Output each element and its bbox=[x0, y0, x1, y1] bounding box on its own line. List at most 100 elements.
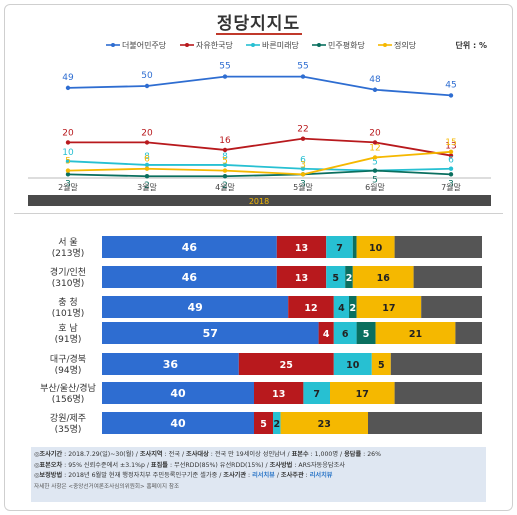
bar-4-2 bbox=[333, 353, 372, 375]
notes-key: 표집틀 bbox=[150, 461, 168, 469]
bar-3-2 bbox=[333, 322, 357, 344]
bar-4-1 bbox=[238, 353, 334, 375]
notes-key: 응답률 bbox=[344, 451, 362, 458]
data-label-0-4: 48 bbox=[369, 75, 381, 85]
notes-text: : 95% 신뢰수준에서 ±3.1%p / bbox=[62, 461, 151, 469]
survey-notes: ◎조사기간 : 2018.7.29(일)~30(월) / 조사지역 : 전국 /… bbox=[31, 447, 486, 502]
data-label-2-2: 8 bbox=[222, 152, 228, 162]
bar-6-0 bbox=[102, 412, 254, 434]
notes-text: : ARS자동응답조사 bbox=[292, 461, 345, 469]
category-name-4: 대구/경북 bbox=[50, 353, 86, 365]
series-point-1-5 bbox=[448, 153, 454, 158]
series-point-4-3 bbox=[300, 172, 306, 177]
notes-text: ◎ bbox=[34, 451, 40, 458]
data-label-0-2: 55 bbox=[219, 62, 230, 72]
category-name-5: 부산/울산/경남 bbox=[40, 382, 96, 394]
series-point-4-5 bbox=[448, 149, 454, 154]
bar-label-5-2: 7 bbox=[313, 389, 320, 400]
series-point-1-1 bbox=[144, 140, 150, 145]
x-tick-label-1: 3월말 bbox=[137, 182, 157, 192]
notes-key: 조사주관 bbox=[280, 472, 304, 479]
series-point-3-0 bbox=[65, 172, 71, 177]
bar-1-2 bbox=[326, 266, 346, 288]
series-point-1-3 bbox=[300, 136, 306, 141]
x-tick-label-4: 6월말 bbox=[365, 182, 385, 192]
page-title: 정당지지도 bbox=[216, 14, 301, 34]
bar-1-0 bbox=[102, 266, 277, 288]
series-line-4 bbox=[67, 150, 452, 176]
series-point-4-0 bbox=[65, 168, 71, 173]
notes-line-2: ◎표본오차 : 95% 신뢰수준에서 ±3.1%p / 표집틀 : 무선RDD(… bbox=[34, 461, 486, 472]
bar-3-0 bbox=[102, 322, 319, 344]
series-line-1 bbox=[68, 137, 452, 157]
legend-marker-2 bbox=[251, 43, 255, 47]
bar-3-4 bbox=[375, 322, 456, 344]
data-label-1-2: 16 bbox=[219, 136, 231, 146]
notes-org: 리서치뷰 bbox=[252, 472, 275, 479]
category-n-2: (101명) bbox=[52, 308, 84, 319]
series-point-1-2 bbox=[222, 147, 228, 153]
bar-5-4 bbox=[330, 382, 395, 404]
data-label-0-0: 49 bbox=[62, 73, 74, 83]
legend-marker-3 bbox=[317, 43, 321, 47]
series-point-0-5 bbox=[448, 93, 454, 98]
bar-0-3 bbox=[352, 236, 357, 258]
notes-key: 표본수 bbox=[291, 451, 309, 458]
bar-4-0 bbox=[102, 353, 239, 375]
series-point-3-4 bbox=[372, 168, 378, 173]
legend-label-1: 자유한국당 bbox=[196, 40, 233, 50]
series-point-3-2 bbox=[222, 174, 228, 179]
bar-label-6-0: 40 bbox=[170, 417, 186, 430]
category-n-1: (310명) bbox=[52, 278, 84, 289]
x-tick-label-0: 2월말 bbox=[58, 182, 78, 192]
x-tick-label-3: 5월말 bbox=[293, 182, 313, 192]
data-label-4-5: 15 bbox=[445, 138, 456, 148]
x-tick-label-5: 7월말 bbox=[441, 182, 461, 192]
x-tick-label-2: 4월말 bbox=[215, 182, 235, 192]
category-name-0: 서 울 bbox=[58, 237, 77, 248]
series-line-2 bbox=[67, 160, 452, 172]
title-underline bbox=[216, 33, 302, 35]
section-divider bbox=[14, 213, 503, 214]
notes-line-4: 자세한 사항은 <중앙선거여론조사심의위원회> 홈페이지 참조 bbox=[34, 482, 486, 493]
data-label-3-3: 3 bbox=[300, 179, 306, 189]
category-n-4: (94명) bbox=[55, 365, 82, 376]
series-point-0-1 bbox=[144, 83, 150, 89]
category-n-6: (35명) bbox=[55, 424, 82, 435]
bar-label-1-0: 46 bbox=[182, 271, 198, 284]
notes-footnote: 자세한 사항은 <중앙선거여론조사심의위원회> 홈페이지 참조 bbox=[34, 483, 180, 490]
bar-0-0 bbox=[102, 236, 277, 258]
data-label-3-1: 2 bbox=[144, 181, 150, 191]
bar-5-1 bbox=[254, 382, 304, 404]
notes-key: 조사기간 bbox=[39, 451, 63, 458]
year-band bbox=[28, 195, 491, 206]
data-label-4-4: 12 bbox=[369, 143, 380, 153]
category-n-5: (156명) bbox=[52, 394, 84, 405]
series-line-0 bbox=[67, 75, 452, 97]
bar-0-4 bbox=[356, 236, 395, 258]
data-label-2-4: 5 bbox=[372, 158, 378, 168]
series-point-4-1 bbox=[144, 166, 150, 171]
bar-5-2 bbox=[303, 382, 330, 404]
notes-org: 리서치뷰 bbox=[309, 472, 333, 479]
bar-3-5 bbox=[455, 322, 482, 344]
category-name-3: 호 남 bbox=[58, 323, 77, 334]
series-point-0-3 bbox=[300, 74, 306, 79]
category-name-2: 충 청 bbox=[58, 297, 77, 308]
category-n-3: (91명) bbox=[55, 334, 82, 345]
series-point-0-4 bbox=[372, 87, 378, 92]
bar-label-4-4: 5 bbox=[378, 360, 385, 371]
data-label-1-0: 20 bbox=[62, 128, 74, 138]
series-point-4-4 bbox=[372, 155, 378, 160]
bar-label-6-2: 2 bbox=[273, 419, 280, 430]
bar-3-1 bbox=[318, 322, 334, 344]
bar-2-2 bbox=[333, 296, 349, 318]
bar-6-4 bbox=[280, 412, 368, 434]
notes-text: : 전국 만 19세이상 성인남녀 / bbox=[208, 451, 292, 458]
series-point-2-2 bbox=[222, 162, 228, 168]
series-point-2-5 bbox=[448, 166, 454, 171]
bar-2-0 bbox=[102, 296, 289, 318]
unit-label: 단위 : % bbox=[455, 40, 487, 50]
series-point-4-2 bbox=[222, 168, 228, 173]
